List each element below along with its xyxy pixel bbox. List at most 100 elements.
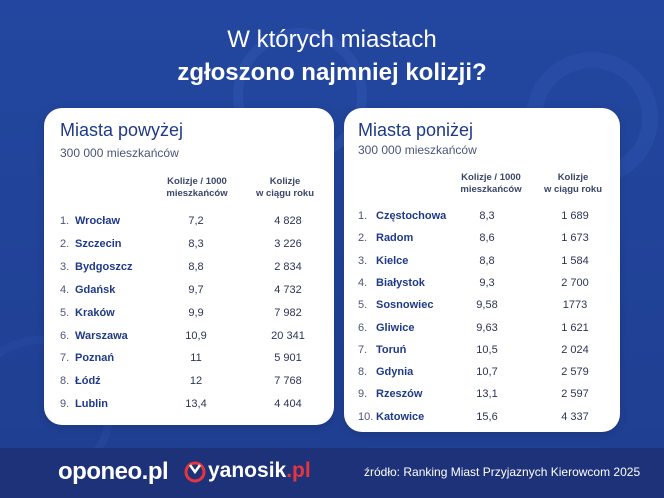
row-rank: 7. [60, 352, 70, 365]
column-header-line: mieszkańców [166, 188, 228, 199]
row-rank: 9. [60, 398, 70, 411]
table-row: 8. Łódź 12 7 768 [60, 371, 330, 391]
row-rank: 5. [60, 306, 70, 319]
row-rank: 7. [358, 343, 368, 356]
table-row: 2. Radom 8,6 1 673 [358, 228, 616, 248]
row-collisions-per-1000: 8,8 [479, 254, 495, 267]
row-collisions-yearly: 2 024 [561, 343, 589, 356]
table-row: 5. Sosnowiec 9,58 1773 [358, 295, 616, 315]
column-header-yearly: Kolizje w ciągu roku [528, 172, 618, 196]
row-city: Białystok [376, 276, 425, 289]
row-city: Rzeszów [376, 388, 423, 401]
row-collisions-per-1000: 8,8 [188, 260, 204, 273]
row-city: Gdańsk [75, 283, 116, 296]
row-collisions-per-1000: 12 [189, 375, 203, 388]
row-collisions-yearly: 4 732 [274, 283, 302, 296]
table-row: 7. Poznań 11 5 901 [60, 348, 330, 368]
table-row: 3. Kielce 8,8 1 584 [358, 251, 616, 271]
row-rank: 6. [358, 321, 368, 334]
column-header-line: Kolizje [269, 176, 301, 187]
row-rank: 4. [358, 276, 368, 289]
row-collisions-yearly: 2 579 [561, 366, 589, 379]
card-title: Miasta powyżej [60, 120, 184, 140]
card-subtitle: 300 000 mieszkańców [358, 143, 477, 157]
row-collisions-yearly: 2 834 [274, 260, 302, 273]
row-city: Warszawa [75, 329, 128, 342]
row-collisions-per-1000: 9,63 [476, 321, 498, 334]
row-collisions-per-1000: 15,6 [476, 410, 498, 423]
footer: oponeo.pl yanosik.pl źródło: Ranking Mia… [0, 448, 664, 498]
row-rank: 2. [358, 232, 368, 245]
row-collisions-yearly: 4 828 [274, 215, 302, 227]
row-rank: 5. [358, 299, 368, 312]
row-city: Wrocław [75, 215, 121, 227]
column-header-line: w ciągu roku [543, 184, 603, 195]
page-title: W których miastach zgłoszono najmniej ko… [0, 24, 664, 90]
column-header-yearly: Kolizje w ciągu roku [240, 176, 330, 200]
table-row: 10. Katowice 15,6 4 337 [358, 407, 616, 427]
row-collisions-yearly: 1 673 [561, 232, 589, 245]
row-collisions-per-1000: 13,1 [476, 388, 498, 401]
table-row: 4. Gdańsk 9,7 4 732 [60, 280, 330, 300]
row-city: Gdynia [376, 366, 414, 379]
yanosik-logo-main: yanosik [208, 459, 287, 482]
table-row: 3. Bydgoszcz 8,8 2 834 [60, 257, 330, 277]
row-city: Gliwice [376, 321, 415, 334]
row-collisions-per-1000: 8,3 [479, 210, 495, 222]
table-row: 9. Rzeszów 13,1 2 597 [358, 384, 616, 404]
row-collisions-per-1000: 9,3 [479, 276, 495, 289]
card-cities-above-300k: Miasta powyżej 300 000 mieszkańców Koliz… [44, 108, 334, 425]
table-row: 9. Lublin 13,4 4 404 [60, 394, 330, 414]
oponeo-logo: oponeo.pl [58, 458, 169, 485]
table-row: 5. Kraków 9,9 7 982 [60, 303, 330, 323]
card-title: Miasta poniżej [358, 120, 474, 140]
column-header-per-1000: Kolizje / 1000 mieszkańców [446, 172, 536, 196]
table-row: 1. Częstochowa 8,3 1 689 [358, 206, 616, 226]
row-city: Kraków [75, 306, 115, 319]
row-collisions-yearly: 2 597 [561, 388, 589, 401]
row-collisions-yearly: 1 689 [561, 210, 589, 222]
row-rank: 4. [60, 283, 70, 296]
row-rank: 9. [358, 388, 368, 401]
row-collisions-per-1000: 13,4 [185, 398, 207, 411]
row-collisions-yearly: 20 341 [271, 329, 305, 342]
row-collisions-yearly: 1773 [562, 299, 588, 312]
row-collisions-per-1000: 10,9 [185, 329, 207, 342]
row-city: Bydgoszcz [75, 260, 133, 273]
table-row: 2. Szczecin 8,3 3 226 [60, 234, 330, 254]
row-city: Radom [376, 232, 414, 245]
column-header-line: mieszkańców [460, 184, 522, 195]
yanosik-logo-tld: .pl [286, 459, 311, 482]
row-rank: 2. [60, 237, 70, 250]
row-city: Katowice [376, 410, 425, 423]
row-collisions-yearly: 2 700 [561, 276, 589, 289]
row-rank: 1. [358, 210, 368, 222]
card-cities-below-300k: Miasta poniżej 300 000 mieszkańców Koliz… [344, 108, 620, 432]
row-rank: 3. [60, 260, 70, 273]
row-city: Kielce [376, 254, 409, 267]
row-collisions-per-1000: 8,3 [188, 237, 204, 250]
row-collisions-yearly: 7 982 [274, 306, 302, 319]
row-collisions-yearly: 5 901 [274, 352, 302, 365]
yanosik-logo-icon [184, 461, 206, 483]
row-collisions-yearly: 1 584 [561, 254, 589, 267]
table-row: 1. Wrocław 7,2 4 828 [60, 211, 330, 231]
row-collisions-per-1000: 11 [190, 352, 202, 365]
row-rank: 8. [60, 375, 70, 388]
column-header-per-1000: Kolizje / 1000 mieszkańców [152, 176, 242, 200]
row-city: Łódź [75, 375, 101, 388]
column-header-line: Kolizje / 1000 [167, 176, 227, 187]
column-header-line: Kolizje [557, 172, 589, 183]
row-collisions-yearly: 4 404 [274, 398, 302, 411]
table-row: 4. Białystok 9,3 2 700 [358, 273, 616, 293]
row-rank: 8. [358, 366, 368, 379]
table-row: 7. Toruń 10,5 2 024 [358, 340, 616, 360]
row-collisions-yearly: 4 337 [561, 410, 589, 423]
row-city: Sosnowiec [376, 299, 434, 312]
title-line-2: zgłoszono najmniej kolizji? [177, 59, 487, 86]
row-rank: 3. [358, 254, 368, 267]
row-rank: 1. [60, 215, 70, 227]
column-header-line: w ciągu roku [255, 188, 315, 199]
row-city: Toruń [376, 343, 407, 356]
row-collisions-per-1000: 10,7 [476, 366, 498, 379]
